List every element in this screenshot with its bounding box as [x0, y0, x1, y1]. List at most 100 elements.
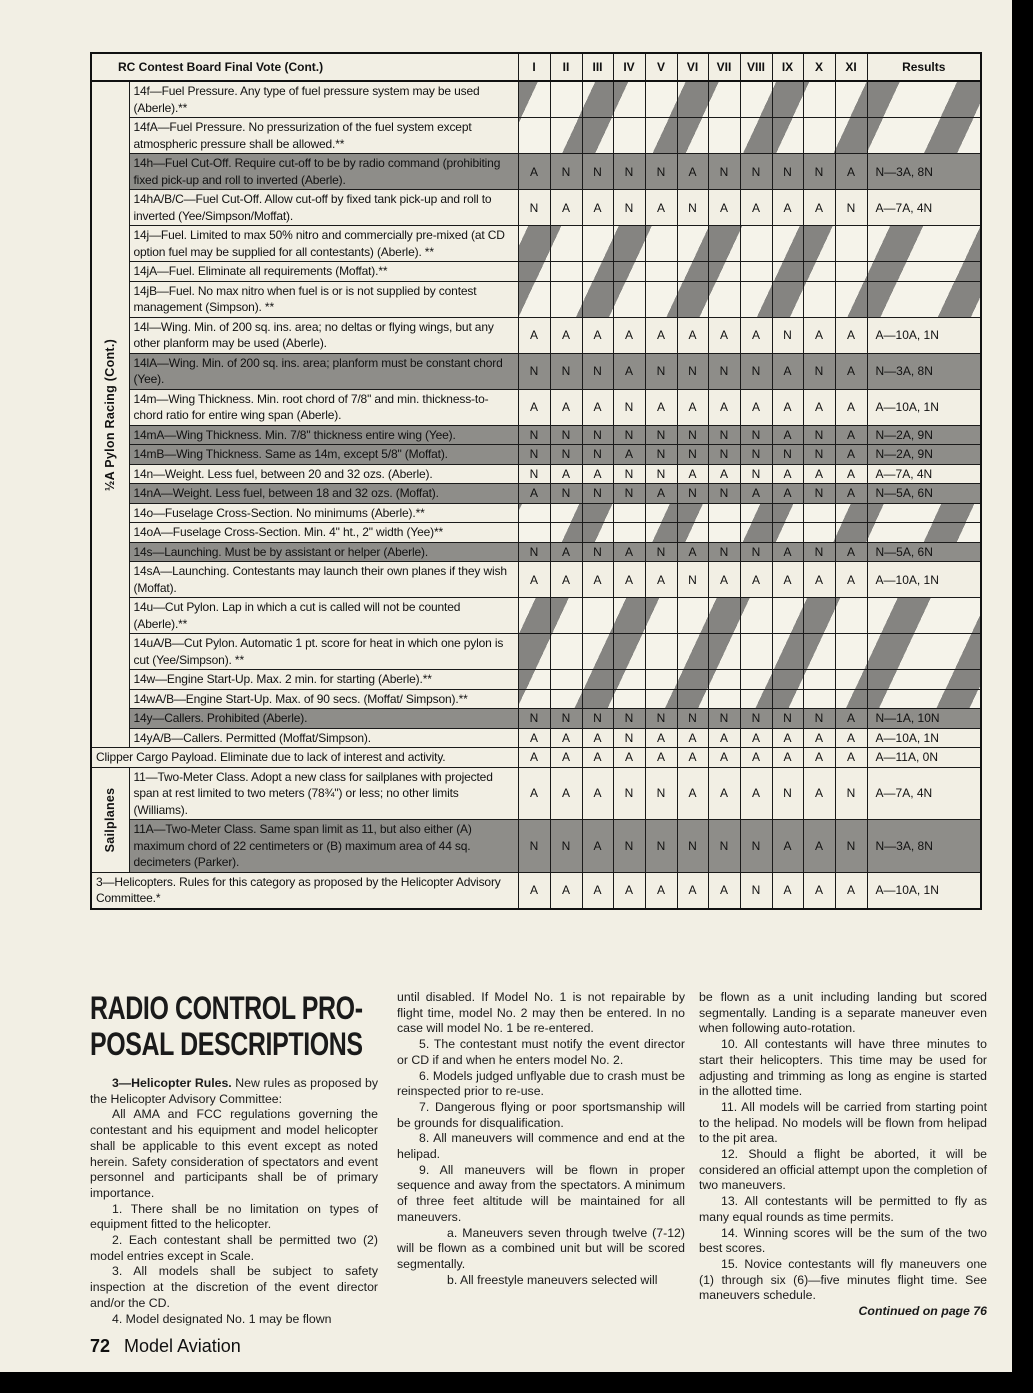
vote-cell: A — [581, 463, 614, 484]
no-vote-cell — [707, 502, 741, 523]
vote-cell: N — [612, 189, 646, 226]
vote-cell: A — [612, 561, 646, 598]
table-row: 14mB—Wing Thickness. Same as 14m, except… — [91, 444, 982, 465]
vote-cell: A — [834, 153, 868, 190]
table-row: 14w—Engine Start-Up. Max. 2 min. for sta… — [91, 669, 982, 690]
vote-cell: A — [802, 316, 836, 354]
result-cell: N—5A, 6N — [866, 483, 982, 504]
vote-cell: N — [644, 463, 678, 484]
table-row: 14yA/B—Callers. Permitted (Moffat/Simpso… — [91, 727, 982, 748]
no-vote-cell — [612, 117, 646, 154]
no-vote-cell — [644, 502, 678, 523]
rule-description: 14o—Fuselage Cross-Section. No minimums … — [128, 502, 519, 523]
table-row: 14y—Callers. Prohibited (Aberle). N N N N N N N… — [91, 708, 982, 729]
vote-cell: N — [612, 483, 646, 504]
vote-cell: A — [771, 871, 804, 909]
no-vote-cell — [517, 597, 551, 634]
no-vote-cell — [517, 80, 551, 118]
no-vote-cell — [676, 80, 709, 118]
column-header-xi: XI — [834, 52, 868, 82]
no-vote-cell — [644, 80, 678, 118]
vote-cell: A — [612, 444, 646, 465]
paragraph: b. All freestyle maneuvers selected will — [397, 1273, 685, 1289]
no-vote-cell — [549, 117, 583, 154]
paragraph-text: 15. Novice contestants will fly maneuver… — [699, 1256, 987, 1303]
vote-cell: A — [771, 388, 804, 426]
vote-cell: A — [739, 561, 773, 598]
vote-cell: N — [739, 444, 773, 465]
no-vote-cell — [676, 280, 709, 318]
no-vote-cell — [866, 117, 982, 154]
no-vote-cell — [581, 80, 614, 118]
result-cell: A—10A, 1N — [866, 316, 982, 354]
no-vote-cell — [739, 261, 773, 282]
no-vote-cell — [771, 633, 804, 670]
table-row: 11A—Two-Meter Class. Same span limit as … — [91, 819, 982, 873]
vote-cell: A — [834, 708, 868, 729]
vote-cell: A — [802, 871, 836, 909]
rule-description: 14nA—Weight. Less fuel, between 18 and 3… — [128, 483, 519, 504]
rule-description: 14u—Cut Pylon. Lap in which a cut is cal… — [128, 597, 519, 634]
vote-cell: A — [771, 819, 804, 873]
vote-cell: N — [549, 708, 583, 729]
result-cell: N—3A, 8N — [866, 153, 982, 190]
vote-cell: A — [771, 541, 804, 562]
no-vote-cell — [644, 633, 678, 670]
vote-cell: A — [549, 189, 583, 226]
vote-cell: A — [549, 766, 583, 820]
result-cell: A—7A, 4N — [866, 463, 982, 484]
no-vote-cell — [866, 688, 982, 709]
vote-cell: A — [612, 871, 646, 909]
paragraph: 7. Dangerous flying or poor sportsmanshi… — [397, 1100, 685, 1131]
vote-cell: A — [644, 316, 678, 354]
no-vote-cell — [517, 688, 551, 709]
table-row: 14h—Fuel Cut-Off. Require cut-off to be … — [91, 153, 982, 190]
no-vote-cell — [739, 633, 773, 670]
no-vote-cell — [517, 633, 551, 670]
article-column-1: RADIO CONTROL PRO- POSAL DESCRIPTIONS 3—… — [90, 990, 378, 1327]
vote-cell: A — [771, 463, 804, 484]
no-vote-cell — [517, 522, 551, 543]
table-row: 14s—Launching. Must be by assistant or h… — [91, 541, 982, 562]
vote-cell: N — [707, 352, 741, 390]
no-vote-cell — [707, 522, 741, 543]
vote-cell: N — [549, 424, 583, 445]
no-vote-cell — [866, 669, 982, 690]
no-vote-cell — [834, 502, 868, 523]
paragraph-text: b. All freestyle maneuvers selected will — [447, 1272, 658, 1287]
no-vote-cell — [834, 225, 868, 262]
rule-description: 14jB—Fuel. No max nitro when fuel is or … — [128, 280, 519, 318]
table-row: Sailplanes 11—Two-Meter Class. Adopt a ne… — [90, 766, 982, 873]
vote-cell: A — [771, 424, 804, 445]
no-vote-cell — [676, 261, 709, 282]
vote-cell: A — [517, 561, 551, 598]
no-vote-cell — [517, 225, 551, 262]
vote-cell: N — [802, 153, 836, 190]
vote-cell: N — [676, 483, 709, 504]
result-cell: A—11A, 0N — [866, 747, 982, 768]
rule-description: 14w—Engine Start-Up. Max. 2 min. for sta… — [128, 669, 519, 690]
vote-cell: N — [644, 819, 678, 873]
vote-cell: N — [644, 541, 678, 562]
vote-cell: A — [676, 766, 709, 820]
vote-cell: A — [581, 561, 614, 598]
vote-cell: N — [771, 444, 804, 465]
paragraph-lead: 3—Helicopter Rules. — [112, 1076, 232, 1090]
rule-description: 14hA/B/C—Fuel Cut-Off. Allow cut-off by … — [128, 189, 519, 226]
result-cell: A—10A, 1N — [866, 561, 982, 598]
vote-cell: A — [517, 871, 551, 909]
table-row: 14hA/B/C—Fuel Cut-Off. Allow cut-off by … — [91, 189, 982, 226]
paragraph-text: Continued on page 76 — [858, 1304, 987, 1319]
result-cell: N—5A, 6N — [866, 541, 982, 562]
no-vote-cell — [739, 280, 773, 318]
no-vote-cell — [866, 502, 982, 523]
vote-cell: A — [612, 747, 646, 768]
paragraph-text: 6. Models judged unflyable due to crash … — [397, 1068, 685, 1099]
vote-cell: N — [739, 541, 773, 562]
no-vote-cell — [739, 117, 773, 154]
vote-cell: A — [834, 444, 868, 465]
result-cell: A—10A, 1N — [866, 871, 982, 909]
no-vote-cell — [771, 669, 804, 690]
no-vote-cell — [517, 280, 551, 318]
vote-cell: N — [581, 153, 614, 190]
